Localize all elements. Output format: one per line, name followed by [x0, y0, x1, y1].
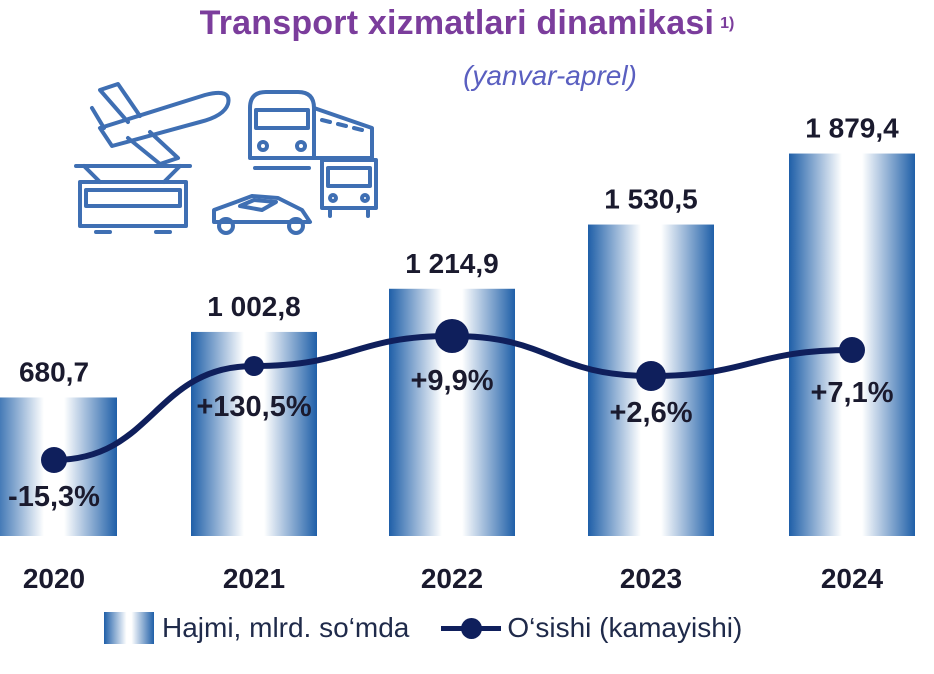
growth-label-2023: +2,6% — [609, 397, 692, 429]
legend-bar-label: Hajmi, mlrd. so‘mda — [162, 612, 410, 643]
bar-value-label-2022: 1 214,9 — [405, 248, 498, 279]
growth-point-2022 — [435, 319, 469, 353]
airplane-icon — [90, 82, 231, 166]
x-tick-label-2023: 2023 — [620, 563, 682, 594]
growth-point-2021 — [244, 356, 264, 376]
bar-value-label-2021: 1 002,8 — [207, 291, 300, 322]
chart-legend: Hajmi, mlrd. so‘mda O‘sishi (kamayishi) — [104, 608, 742, 648]
x-tick-label-2021: 2021 — [223, 563, 285, 594]
bar-value-label-2020: 680,7 — [19, 356, 89, 387]
chart-subtitle: (yanvar-aprel) — [463, 60, 637, 91]
title-footnote: 1) — [720, 14, 735, 32]
growth-point-2023 — [636, 361, 666, 391]
chart-title: Transport xizmatlari dinamikasi — [199, 4, 715, 42]
growth-label-2020: -15,3% — [8, 481, 100, 513]
legend-line-swatch — [441, 613, 502, 643]
x-tick-label-2024: 2024 — [821, 563, 884, 594]
growth-point-2020 — [41, 447, 67, 473]
bar-value-label-2024: 1 879,4 — [805, 113, 899, 144]
bus-icon — [320, 158, 378, 218]
x-tick-label-2020: 2020 — [23, 563, 85, 594]
growth-point-2024 — [839, 337, 865, 363]
legend-line-label: O‘sishi (kamayishi) — [507, 612, 743, 643]
transport-icons — [74, 82, 378, 235]
legend-bar-swatch — [104, 612, 154, 644]
growth-label-2022: +9,9% — [410, 365, 493, 397]
chart-title-block: Transport xizmatlari dinamikasi 1) — [0, 4, 934, 43]
car-icon — [212, 194, 312, 235]
train-icon — [248, 90, 374, 170]
tram-icon — [74, 164, 192, 234]
labels-layer: 680,7 2020 1 002,8 2021 1 214,9 2022 1 530,5 20… — [8, 113, 899, 594]
x-tick-label-2022: 2022 — [421, 563, 483, 594]
growth-label-2024: +7,1% — [810, 377, 893, 409]
growth-line-layer — [41, 319, 865, 473]
bar-value-label-2023: 1 530,5 — [604, 184, 697, 215]
growth-label-2021: +130,5% — [196, 391, 312, 423]
